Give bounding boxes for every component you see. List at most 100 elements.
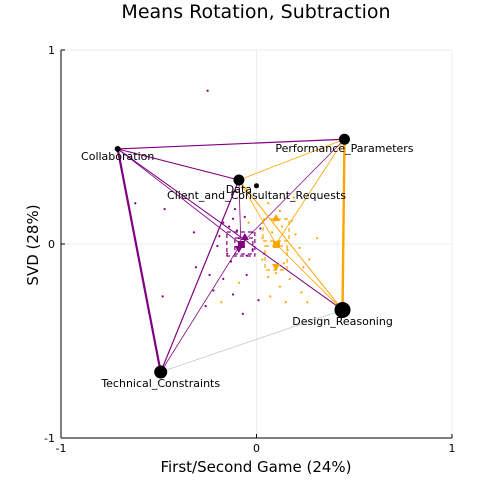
data-point xyxy=(269,295,272,298)
data-point xyxy=(306,301,309,304)
data-point xyxy=(288,277,291,281)
data-point xyxy=(237,281,241,284)
data-point xyxy=(231,217,235,220)
data-point xyxy=(280,225,284,228)
edge-line xyxy=(160,309,343,373)
data-point xyxy=(206,89,209,92)
x-axis-label: First/Second Game (24%) xyxy=(160,458,351,476)
data-point xyxy=(286,248,289,251)
edge-lines xyxy=(116,138,346,374)
data-point xyxy=(208,273,211,277)
node-label: Performance_Parameters xyxy=(275,142,413,155)
y-axis-label: SVD (28%) xyxy=(24,204,42,285)
mean-ci-box xyxy=(262,218,290,242)
data-point xyxy=(192,231,196,234)
edge-line xyxy=(117,148,242,245)
data-point xyxy=(241,312,244,315)
data-point xyxy=(302,266,305,269)
data-point xyxy=(300,291,303,294)
data-point xyxy=(278,209,282,213)
data-point xyxy=(243,215,246,218)
edge-line xyxy=(238,179,242,245)
data-point xyxy=(233,207,237,211)
edge-line xyxy=(117,138,346,150)
nodes xyxy=(114,133,351,379)
data-point xyxy=(247,221,250,224)
node-label: Technical_Constraints xyxy=(100,377,220,390)
data-point xyxy=(257,299,260,302)
y-tick-label: 1 xyxy=(48,44,55,57)
data-point xyxy=(308,258,311,261)
axis-ticks: -1 0 1 -1 0 1 xyxy=(44,44,455,455)
mean-triangle-up-marker xyxy=(272,214,281,221)
data-point xyxy=(204,304,207,308)
data-point xyxy=(218,235,221,238)
node-marker xyxy=(114,145,121,152)
node-label: Design_Reasoning xyxy=(292,315,393,328)
data-point xyxy=(316,237,319,240)
node-label: Client_and_Consultant_Requests xyxy=(167,189,346,202)
data-point xyxy=(267,202,270,205)
data-point xyxy=(163,207,166,211)
data-point xyxy=(235,229,239,232)
edge-line xyxy=(117,148,344,311)
data-point xyxy=(261,258,264,261)
data-point xyxy=(226,252,229,255)
data-point xyxy=(284,301,287,304)
node-marker xyxy=(338,133,350,145)
mean-triangle-up-marker xyxy=(240,233,249,240)
node-label: Data xyxy=(226,183,252,196)
edge-line xyxy=(116,147,162,374)
data-points xyxy=(134,89,319,315)
data-point xyxy=(134,202,137,205)
edge-line xyxy=(240,138,345,245)
node-marker xyxy=(254,183,259,189)
data-point xyxy=(222,277,225,281)
edge-line xyxy=(238,179,277,245)
node-marker xyxy=(233,174,245,186)
data-point xyxy=(194,266,197,269)
mean-ci-box xyxy=(226,231,256,257)
y-tick-label: -1 xyxy=(44,432,55,445)
node-marker xyxy=(334,301,351,318)
edge-line xyxy=(238,138,345,181)
edge-line xyxy=(341,138,346,312)
edge-line xyxy=(275,138,345,245)
edge-line xyxy=(160,179,240,373)
y-tick-label: 0 xyxy=(48,238,55,251)
node-label: Collaboration xyxy=(81,150,154,163)
mean-square-marker xyxy=(237,241,245,248)
node-marker xyxy=(154,365,168,379)
data-point xyxy=(278,285,282,288)
data-point xyxy=(259,227,262,230)
mean-square-marker xyxy=(273,241,281,248)
edge-line xyxy=(117,148,240,181)
data-point xyxy=(222,221,225,224)
group-means xyxy=(226,214,290,271)
data-point xyxy=(292,196,295,199)
node-labels: Collaboration Performance_Parameters DataC… xyxy=(81,142,414,390)
data-point xyxy=(216,244,219,248)
data-point xyxy=(245,273,248,277)
data-point xyxy=(290,219,293,222)
data-point xyxy=(212,289,215,292)
x-tick-label: -1 xyxy=(56,442,67,455)
data-point xyxy=(161,295,164,298)
edge-line xyxy=(238,179,344,311)
x-tick-label: 0 xyxy=(253,442,260,455)
data-point xyxy=(251,231,254,234)
mean-triangle-down-marker xyxy=(234,246,243,253)
mean-triangle-down-marker xyxy=(272,264,281,271)
data-point xyxy=(274,272,278,275)
x-tick-label: 1 xyxy=(449,442,456,455)
data-point xyxy=(294,233,297,236)
data-point xyxy=(298,246,301,249)
data-point xyxy=(267,275,270,279)
data-point xyxy=(271,231,274,234)
data-point xyxy=(220,301,223,304)
data-point xyxy=(229,260,233,263)
edge-line xyxy=(160,243,242,373)
data-point xyxy=(231,293,235,296)
chart-title: Means Rotation, Subtraction xyxy=(121,1,390,23)
